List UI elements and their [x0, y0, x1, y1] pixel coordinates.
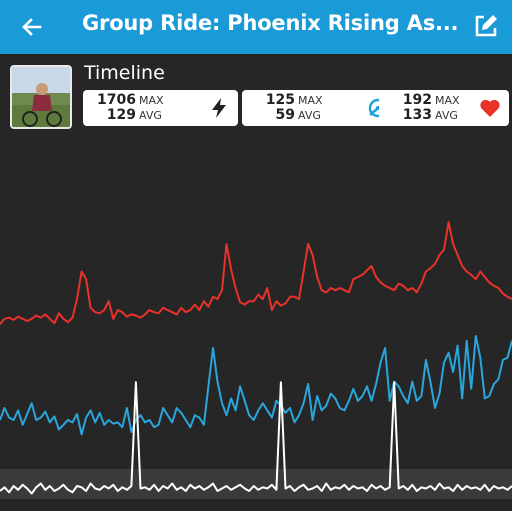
page-title: Group Ride: Phoenix Rising As...	[82, 11, 459, 35]
avg-label: AVG	[139, 109, 162, 122]
power-stat-card: 1706 MAX 129 AVG	[83, 90, 238, 126]
power-max-value: 1706	[97, 92, 136, 108]
timeline-chart[interactable]	[0, 136, 512, 511]
power-line	[0, 381, 512, 495]
edit-icon[interactable]	[470, 10, 502, 42]
max-label: MAX	[435, 94, 460, 107]
heart-icon	[479, 97, 501, 119]
speed-avg-value: 59	[275, 107, 295, 123]
avg-label: AVG	[298, 109, 321, 122]
speed-max-value: 125	[265, 92, 295, 108]
app-bar: Group Ride: Phoenix Rising As...	[0, 0, 512, 54]
speed-stat-card: 125 MAX 59 AVG	[242, 90, 397, 126]
speed-line	[0, 335, 512, 436]
heart-rate-avg-value: 133	[402, 107, 432, 123]
power-avg-value: 129	[106, 107, 136, 123]
back-arrow-icon[interactable]	[16, 12, 48, 42]
heart-rate-max-value: 192	[402, 92, 432, 108]
section-title: Timeline	[84, 62, 165, 84]
heart-rate-line	[0, 221, 512, 325]
max-label: MAX	[139, 94, 164, 107]
avg-label: AVG	[435, 109, 458, 122]
heart-rate-stat-card: 192 MAX 133 AVG	[379, 90, 509, 126]
chart-baseline-band	[0, 469, 512, 499]
lightning-power-icon	[208, 97, 230, 119]
max-label: MAX	[298, 94, 323, 107]
avatar[interactable]	[10, 65, 72, 129]
